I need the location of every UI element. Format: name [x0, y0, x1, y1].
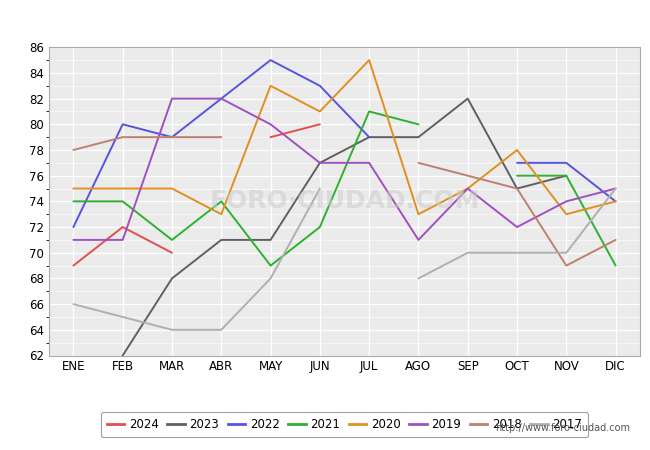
Text: FORO·CIUDAD.COM: FORO·CIUDAD.COM — [209, 189, 480, 213]
Text: Afiliados en Santa Marta de Magasca a 31/5/2024: Afiliados en Santa Marta de Magasca a 31… — [119, 11, 531, 29]
Text: http://www.foro-ciudad.com: http://www.foro-ciudad.com — [495, 423, 630, 433]
Legend: 2024, 2023, 2022, 2021, 2020, 2019, 2018, 2017: 2024, 2023, 2022, 2021, 2020, 2019, 2018… — [101, 412, 588, 437]
